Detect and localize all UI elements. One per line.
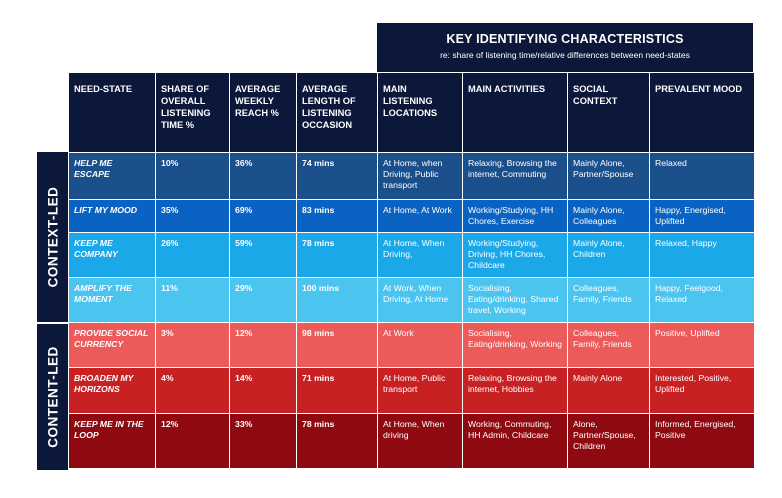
activities-cell: Relaxing, Browsing the internet, Commuti… xyxy=(462,152,568,200)
reach-cell: 33% xyxy=(229,413,297,469)
length-cell: 100 mins xyxy=(296,277,378,323)
share-cell: 3% xyxy=(155,322,230,368)
social-cell: Colleagues, Family, Friends xyxy=(567,277,650,323)
social-cell: Mainly Alone, Children xyxy=(567,232,650,278)
banner-title: KEY IDENTIFYING CHARACTERISTICS xyxy=(446,32,684,46)
header-row: NEED-STATE SHARE OF OVERALL LISTENING TI… xyxy=(68,72,755,153)
reach-cell: 36% xyxy=(229,152,297,200)
share-cell: 26% xyxy=(155,232,230,278)
header-social: SOCIAL CONTEXT xyxy=(567,72,650,153)
header-length: AVERAGE LENGTH OF LISTENING OCCASION xyxy=(296,72,378,153)
header-need-state: NEED-STATE xyxy=(68,72,156,153)
activities-cell: Working/Studying, Driving, HH Chores, Ch… xyxy=(462,232,568,278)
table-row: LIFT MY MOOD 35% 69% 83 mins At Home, At… xyxy=(68,199,755,233)
need-state-cell: KEEP ME IN THE LOOP xyxy=(68,413,156,469)
locations-cell: At Home, When Driving, xyxy=(377,232,463,278)
context-led-label-bar: CONTEXT-LED xyxy=(37,152,68,322)
share-cell: 35% xyxy=(155,199,230,233)
mood-cell: Relaxed xyxy=(649,152,755,200)
reach-cell: 59% xyxy=(229,232,297,278)
table-row: KEEP ME COMPANY 26% 59% 78 mins At Home,… xyxy=(68,232,755,278)
mood-cell: Interested, Positive, Uplifted xyxy=(649,367,755,414)
header-share: SHARE OF OVERALL LISTENING TIME % xyxy=(155,72,230,153)
content-led-label-bar: CONTENT-LED xyxy=(37,324,68,470)
reach-cell: 14% xyxy=(229,367,297,414)
mood-cell: Happy, Feelgood, Relaxed xyxy=(649,277,755,323)
need-state-cell: LIFT MY MOOD xyxy=(68,199,156,233)
need-state-table: NEED-STATE SHARE OF OVERALL LISTENING TI… xyxy=(68,72,755,469)
social-cell: Mainly Alone, Colleagues xyxy=(567,199,650,233)
social-cell: Mainly Alone, Partner/Spouse xyxy=(567,152,650,200)
need-state-cell: KEEP ME COMPANY xyxy=(68,232,156,278)
header-activities: MAIN ACTIVITIES xyxy=(462,72,568,153)
locations-cell: At Work xyxy=(377,322,463,368)
table-row: PROVIDE SOCIAL CURRENCY 3% 12% 98 mins A… xyxy=(68,322,755,368)
social-cell: Alone, Partner/Spouse, Children xyxy=(567,413,650,469)
length-cell: 74 mins xyxy=(296,152,378,200)
length-cell: 78 mins xyxy=(296,413,378,469)
share-cell: 4% xyxy=(155,367,230,414)
content-led-label: CONTENT-LED xyxy=(45,346,60,448)
mood-cell: Positive, Uplifted xyxy=(649,322,755,368)
header-mood: PREVALENT MOOD xyxy=(649,72,755,153)
share-cell: 12% xyxy=(155,413,230,469)
share-cell: 11% xyxy=(155,277,230,323)
banner-subtitle: re: share of listening time/relative dif… xyxy=(440,50,690,60)
need-state-cell: AMPLIFY THE MOMENT xyxy=(68,277,156,323)
reach-cell: 29% xyxy=(229,277,297,323)
activities-cell: Socialising, Eating/drinking, Working xyxy=(462,322,568,368)
locations-cell: At Home, When driving xyxy=(377,413,463,469)
locations-cell: At Home, Public transport xyxy=(377,367,463,414)
activities-cell: Relaxing, Browsing the internet, Hobbies xyxy=(462,367,568,414)
length-cell: 71 mins xyxy=(296,367,378,414)
table-row: KEEP ME IN THE LOOP 12% 33% 78 mins At H… xyxy=(68,413,755,469)
locations-cell: At Home, At Work xyxy=(377,199,463,233)
activities-cell: Working, Commuting, HH Admin, Childcare xyxy=(462,413,568,469)
table-row: AMPLIFY THE MOMENT 11% 29% 100 mins At W… xyxy=(68,277,755,323)
header-reach: AVERAGE WEEKLY REACH % xyxy=(229,72,297,153)
length-cell: 83 mins xyxy=(296,199,378,233)
mood-cell: Happy, Energised, Uplifted xyxy=(649,199,755,233)
need-state-cell: BROADEN MY HORIZONS xyxy=(68,367,156,414)
table-row: BROADEN MY HORIZONS 4% 14% 71 mins At Ho… xyxy=(68,367,755,414)
social-cell: Colleagues, Family, Friends xyxy=(567,322,650,368)
table-row: HELP ME ESCAPE 10% 36% 74 mins At Home, … xyxy=(68,152,755,200)
key-characteristics-banner: KEY IDENTIFYING CHARACTERISTICS re: shar… xyxy=(377,23,753,72)
locations-cell: At Work, When Driving, At Home xyxy=(377,277,463,323)
length-cell: 98 mins xyxy=(296,322,378,368)
locations-cell: At Home, when Driving, Public transport xyxy=(377,152,463,200)
reach-cell: 69% xyxy=(229,199,297,233)
context-led-label: CONTEXT-LED xyxy=(45,186,60,288)
length-cell: 78 mins xyxy=(296,232,378,278)
mood-cell: Informed, Energised, Positive xyxy=(649,413,755,469)
reach-cell: 12% xyxy=(229,322,297,368)
activities-cell: Working/Studying, HH Chores, Exercise xyxy=(462,199,568,233)
social-cell: Mainly Alone xyxy=(567,367,650,414)
mood-cell: Relaxed, Happy xyxy=(649,232,755,278)
need-state-cell: HELP ME ESCAPE xyxy=(68,152,156,200)
need-state-cell: PROVIDE SOCIAL CURRENCY xyxy=(68,322,156,368)
header-locations: MAIN LISTENING LOCATIONS xyxy=(377,72,463,153)
activities-cell: Socialising, Eating/drinking, Shared tra… xyxy=(462,277,568,323)
share-cell: 10% xyxy=(155,152,230,200)
